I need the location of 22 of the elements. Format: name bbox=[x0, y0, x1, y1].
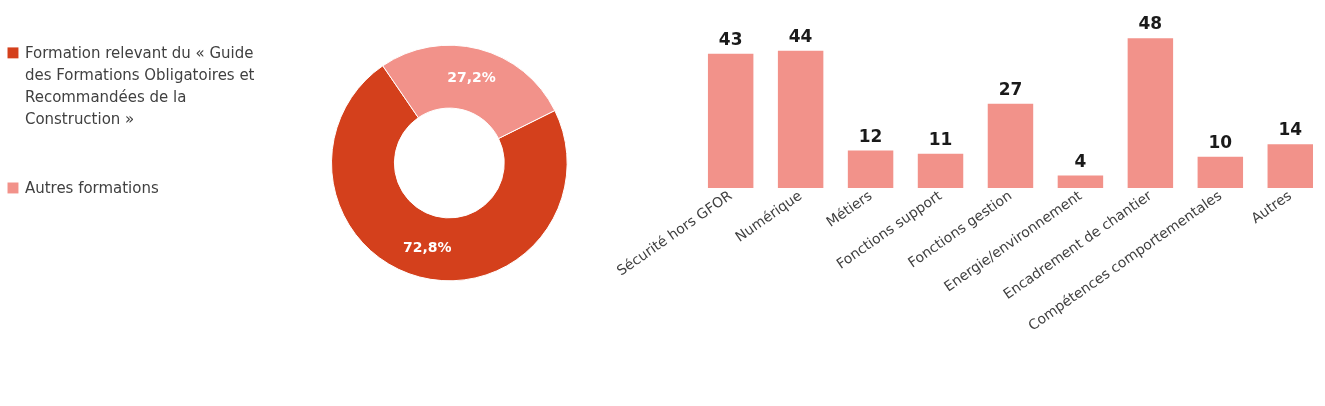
data-label: 27,2% bbox=[447, 68, 496, 85]
data-label: 27 bbox=[998, 78, 1023, 99]
bar bbox=[1197, 156, 1244, 188]
data-label: 10 bbox=[1208, 131, 1233, 152]
data-label: 48 bbox=[1138, 13, 1163, 34]
bar bbox=[917, 153, 964, 188]
bar bbox=[1127, 38, 1174, 188]
data-label: 11 bbox=[928, 128, 953, 149]
legend-label: Autres formations bbox=[24, 178, 159, 197]
data-label: 43 bbox=[718, 28, 743, 49]
bar bbox=[777, 50, 824, 188]
bar bbox=[1057, 175, 1104, 188]
data-label: 12 bbox=[858, 125, 883, 146]
data-label: 44 bbox=[788, 25, 813, 46]
data-label: 72,8% bbox=[402, 239, 452, 256]
data-label: 14 bbox=[1278, 119, 1303, 140]
bar bbox=[847, 150, 894, 188]
bar bbox=[987, 103, 1034, 188]
bar bbox=[1267, 144, 1314, 188]
legend-label: Formation relevant du « Guide des Formations Obligatoires et Recommandées de la Construction » bbox=[24, 43, 255, 128]
data-label: 4 bbox=[1074, 150, 1087, 171]
bar bbox=[707, 53, 754, 188]
